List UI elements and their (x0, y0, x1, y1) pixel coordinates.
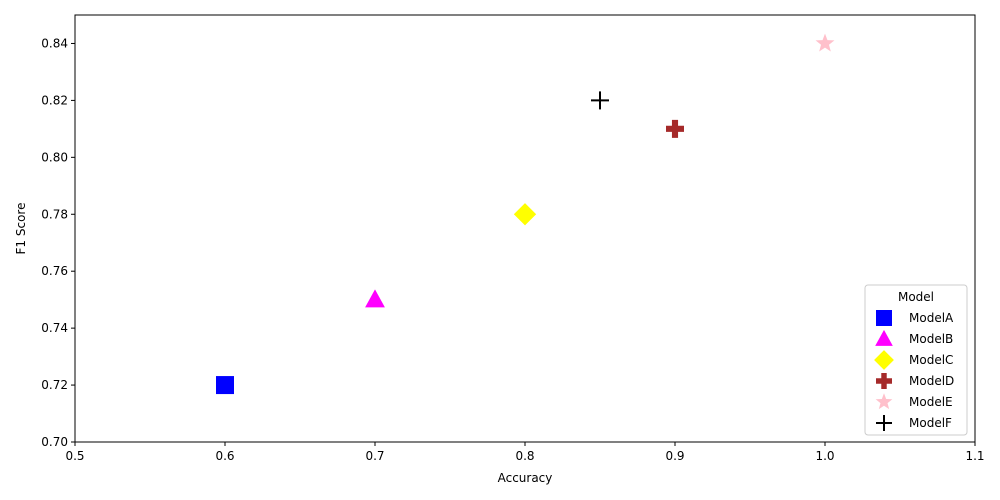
legend-label: ModelB (909, 332, 953, 346)
legend-title: Model (898, 290, 934, 304)
x-tick-label: 1.0 (815, 449, 834, 463)
legend-items: ModelA ModelB ModelC ModelD ModelE ModelF (874, 310, 954, 431)
plot-frame (74, 14, 976, 443)
x-axis-label: Accuracy (498, 471, 553, 485)
x-tick-label: 1.1 (965, 449, 984, 463)
legend-item-modelf: ModelF (876, 415, 952, 431)
legend-marker-modele (875, 393, 893, 410)
legend-item-modeld: ModelD (876, 373, 954, 389)
point-modelb (365, 289, 385, 308)
legend-label: ModelD (909, 374, 954, 388)
y-tick-label: 0.82 (41, 93, 68, 107)
point-modelc (513, 203, 537, 226)
legend-item-modelc: ModelC (874, 350, 953, 370)
y-tick-label: 0.72 (41, 378, 68, 392)
y-tick-label: 0.80 (41, 150, 68, 164)
y-axis-label: F1 Score (14, 203, 28, 255)
legend-marker-modelf (876, 415, 892, 431)
y-tick-label: 0.78 (41, 207, 68, 221)
y-tick-label: 0.84 (41, 36, 68, 50)
data-points (216, 33, 835, 395)
x-tick-label: 0.7 (365, 449, 384, 463)
legend-marker-modela (876, 310, 892, 326)
legend: Model ModelAModelBModelCModelDModelEMode… (864, 284, 968, 436)
x-axis-ticks: 0.5 0.6 0.7 0.8 0.9 1.0 1.1 (65, 442, 985, 463)
legend-marker-modelb (875, 329, 893, 346)
y-tick-label: 0.76 (41, 264, 68, 278)
legend-label: ModelC (909, 353, 953, 367)
point-modeld (666, 119, 684, 138)
legend-item-modelb: ModelB (875, 329, 953, 346)
y-tick-label: 0.70 (41, 435, 68, 449)
x-tick-label: 0.9 (665, 449, 684, 463)
x-tick-label: 0.6 (215, 449, 234, 463)
point-modelf (591, 91, 609, 110)
point-modela (216, 376, 234, 395)
y-axis-ticks: 0.70 0.72 0.74 0.76 0.78 0.80 0.82 0.84 (41, 36, 75, 449)
y-tick-label: 0.74 (41, 321, 68, 335)
legend-marker-modelc (874, 350, 894, 370)
x-tick-label: 0.8 (515, 449, 534, 463)
legend-label: ModelA (909, 311, 954, 325)
point-modele (815, 33, 835, 52)
legend-marker-modeld (876, 373, 892, 389)
x-tick-label: 0.5 (65, 449, 84, 463)
legend-item-modela: ModelA (876, 310, 954, 326)
legend-label: ModelF (909, 416, 952, 430)
legend-item-modele: ModelE (875, 393, 953, 410)
legend-label: ModelE (909, 395, 953, 409)
